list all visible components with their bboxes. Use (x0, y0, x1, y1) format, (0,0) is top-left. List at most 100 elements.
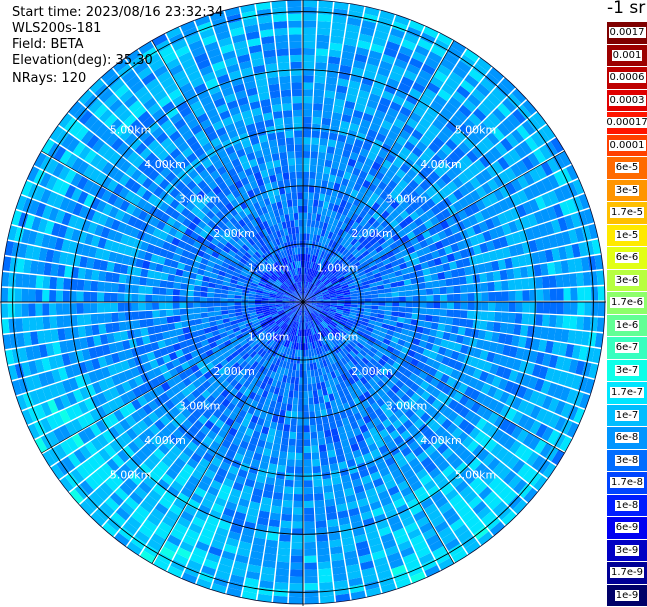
range-gate-cell (90, 511, 106, 527)
range-gate-cell (300, 308, 303, 316)
range-gate-cell (487, 178, 499, 192)
range-gate-cell (314, 278, 320, 286)
range-gate-cell (56, 460, 70, 476)
range-gate-cell (383, 185, 394, 195)
range-gate-cell (159, 392, 170, 403)
range-gate-cell (310, 284, 316, 291)
range-gate-cell (127, 378, 138, 390)
range-gate-cell (349, 173, 359, 183)
range-gate-cell (330, 304, 338, 308)
range-gate-cell (309, 303, 317, 305)
range-gate-cell (428, 351, 438, 360)
range-gate-cell (264, 314, 272, 319)
range-gate-cell (182, 377, 192, 387)
range-gate-cell (255, 379, 263, 388)
range-gate-cell (197, 414, 208, 425)
range-gate-cell (216, 191, 226, 201)
range-gate-cell (90, 471, 105, 486)
range-gate-cell (406, 474, 419, 486)
range-gate-cell (441, 418, 453, 430)
range-gate-cell (275, 401, 282, 410)
range-gate-cell (131, 284, 140, 294)
range-gate-cell (306, 274, 309, 282)
range-gate-cell (409, 271, 418, 279)
range-gate-cell (385, 40, 401, 52)
range-gate-cell (289, 299, 297, 302)
range-gate-cell (269, 421, 278, 430)
range-gate-cell (348, 376, 356, 385)
range-gate-cell (252, 487, 264, 497)
range-gate-cell (400, 393, 411, 404)
range-gate-cell (343, 306, 351, 310)
range-gate-cell (537, 459, 551, 475)
range-gate-cell (231, 275, 239, 281)
range-gate-cell (290, 569, 303, 577)
range-gate-cell (171, 384, 181, 395)
range-gate-cell (165, 58, 181, 71)
range-gate-cell (498, 236, 509, 248)
range-gate-cell (313, 103, 323, 111)
range-gate-cell (28, 200, 40, 216)
range-gate-cell (104, 282, 112, 292)
range-gate-cell (311, 276, 316, 284)
range-gate-cell (428, 467, 442, 480)
range-gate-cell (326, 146, 336, 155)
range-gate-cell (493, 481, 508, 496)
range-gate-cell (362, 179, 372, 189)
range-gate-cell (310, 438, 319, 446)
range-gate-cell (382, 434, 393, 445)
range-gate-cell (113, 422, 126, 436)
range-gate-cell (189, 100, 203, 112)
range-gate-cell (378, 413, 388, 423)
range-gate-cell (436, 414, 448, 426)
range-gate-cell (393, 118, 406, 130)
range-gate-cell (334, 234, 341, 243)
range-gate-cell (477, 448, 490, 462)
range-gate-cell (385, 508, 398, 520)
range-gate-cell (298, 308, 301, 316)
range-gate-cell (235, 288, 243, 293)
range-gate-cell (293, 283, 298, 290)
range-gate-cell (173, 498, 187, 511)
range-gate-cell (330, 35, 344, 45)
range-gate-cell (42, 316, 51, 330)
range-gate-cell (375, 483, 387, 494)
range-gate-cell (352, 427, 362, 437)
range-gate-cell (304, 308, 306, 316)
range-gate-cell (206, 131, 219, 142)
range-gate-cell (128, 256, 138, 267)
range-gate-cell (258, 238, 266, 247)
range-gate-cell (339, 410, 348, 420)
range-gate-cell (351, 258, 359, 266)
range-gate-cell (311, 327, 316, 335)
range-gate-cell (347, 360, 355, 369)
range-gate-cell (547, 174, 560, 190)
range-gate-cell (233, 142, 244, 152)
range-gate-cell (311, 255, 316, 263)
range-gate-cell (370, 43, 385, 54)
range-gate-cell (358, 235, 366, 244)
range-gate-cell (312, 458, 321, 467)
range-gate-cell (327, 272, 334, 279)
range-gate-cell (476, 233, 486, 244)
range-gate-cell (113, 263, 122, 274)
range-gate-cell (577, 287, 585, 301)
range-gate-cell (101, 416, 114, 430)
range-gate-cell (274, 582, 289, 590)
range-gate-cell (50, 329, 59, 342)
range-gate-cell (172, 295, 180, 302)
range-gate-cell (241, 192, 250, 201)
range-gate-cell (222, 407, 232, 418)
range-gate-cell (269, 266, 276, 273)
range-gate-cell (573, 407, 585, 424)
range-gate-cell (384, 288, 392, 293)
range-gate-cell (246, 213, 255, 222)
range-gate-cell (185, 201, 196, 212)
range-gate-cell (316, 534, 329, 542)
range-gate-cell (225, 375, 235, 384)
range-gate-cell (202, 71, 216, 83)
range-gate-cell (207, 180, 218, 190)
range-gate-cell (322, 173, 330, 182)
range-gate-cell (310, 144, 319, 152)
range-gate-cell (214, 419, 225, 429)
